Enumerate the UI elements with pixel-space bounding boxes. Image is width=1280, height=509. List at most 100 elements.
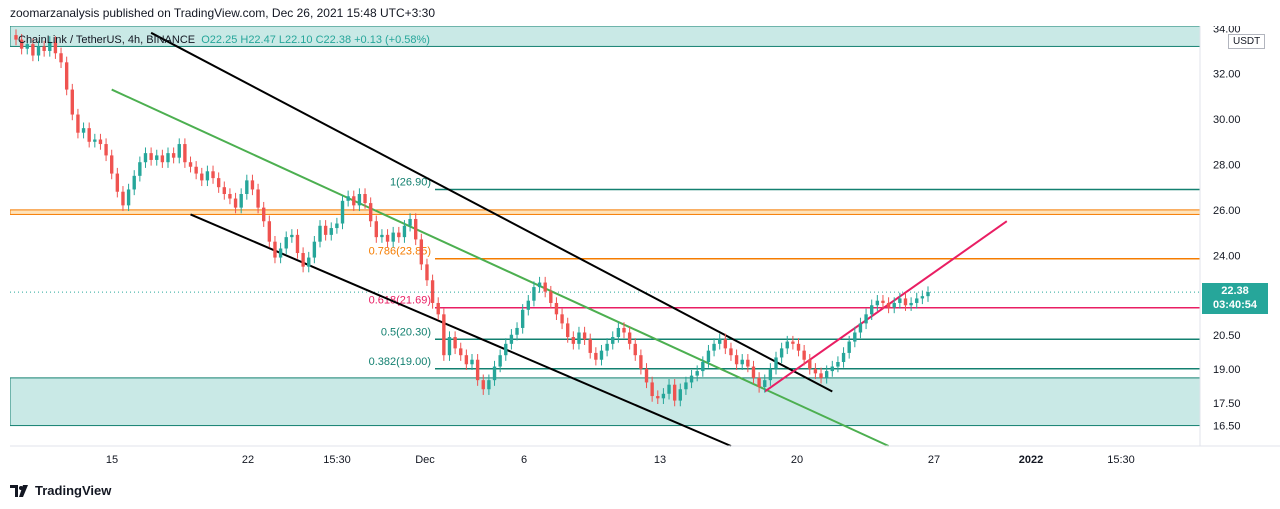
candle-body: [875, 300, 880, 306]
candle-body: [211, 171, 215, 179]
candle-body: [19, 39, 24, 49]
candle-body: [830, 366, 834, 372]
candle-body: [520, 309, 525, 328]
candle-body: [757, 377, 761, 387]
candle-body: [678, 389, 682, 401]
zone-support-zone: [10, 377, 1201, 427]
candle-body: [695, 371, 699, 376]
fib-level-label: 0.5(20.30): [381, 326, 431, 338]
symbol-name: ChainLink / TetherUS, 4h, BINANCE: [18, 34, 196, 46]
candle-body: [898, 298, 902, 303]
candle-body: [588, 339, 592, 353]
candle-body: [408, 218, 412, 226]
candle-body: [566, 323, 570, 338]
bar-countdown: 03:40:54: [1212, 299, 1258, 312]
candle-body: [712, 343, 716, 351]
candle-body: [661, 393, 666, 399]
candle-body: [267, 221, 272, 242]
candle-body: [554, 302, 559, 315]
last-price-tag: 22.38 03:40:54: [1202, 283, 1268, 315]
x-tick-label: 6: [521, 454, 527, 466]
candle-body: [537, 282, 542, 288]
candle-body: [110, 155, 114, 174]
tradingview-footer: TradingView: [10, 483, 111, 498]
candle-body: [143, 153, 148, 163]
x-tick-label: 15:30: [1107, 454, 1135, 466]
candle-body: [436, 302, 440, 315]
candle-body: [808, 359, 812, 369]
candle-body: [323, 225, 328, 235]
candle-body: [689, 375, 694, 383]
candle-body: [599, 350, 604, 360]
candle-body: [718, 339, 722, 344]
candle-body: [464, 355, 469, 365]
channel-upper-line: [150, 31, 833, 393]
candle-body: [571, 337, 576, 344]
candle-body: [115, 173, 120, 192]
candle-body: [59, 53, 63, 63]
candle-body: [920, 296, 925, 299]
price-chart[interactable]: 1(26.90) 0.786(23.85) 0.618(21.69) 0.5(20.3…: [10, 26, 1280, 473]
candle-body: [881, 300, 885, 303]
candle-body: [870, 305, 874, 315]
candle-body: [701, 362, 705, 372]
candle-body: [194, 166, 198, 174]
y-tick-label: 30.00: [1213, 114, 1241, 126]
candle-body: [886, 302, 891, 308]
candle-body: [892, 302, 896, 308]
candle-body: [549, 291, 553, 303]
candle-body: [233, 198, 238, 208]
y-tick-label: 17.50: [1213, 398, 1241, 410]
candle-body: [734, 355, 739, 365]
candle-body: [785, 341, 789, 349]
candle-body: [639, 355, 643, 369]
y-tick-label: 16.50: [1213, 421, 1241, 433]
candle-body: [25, 44, 29, 49]
candle-body: [380, 234, 384, 238]
candle-body: [475, 359, 480, 381]
candle-body: [53, 41, 58, 54]
candle-body: [295, 234, 300, 254]
x-tick-label: 15:30: [323, 454, 351, 466]
candle-body: [262, 207, 266, 222]
candle-body: [532, 287, 536, 301]
x-tick-label: 22: [242, 454, 254, 466]
candle-body: [611, 337, 615, 344]
candle-body: [656, 396, 660, 399]
zone-orange-zone: [10, 209, 1201, 215]
candle-body: [397, 232, 401, 238]
x-tick-label: 15: [106, 454, 118, 466]
candle-body: [605, 343, 609, 351]
candle-body: [650, 382, 654, 397]
currency-button[interactable]: USDT: [1228, 34, 1266, 49]
y-tick-label: 32.00: [1213, 69, 1241, 81]
candle-body: [104, 144, 108, 156]
candle-body: [312, 241, 317, 258]
candle-body: [160, 155, 165, 163]
fib-level-label: 0.382(19.00): [369, 356, 431, 368]
last-price-value: 22.38: [1221, 285, 1249, 298]
candle-body: [779, 348, 784, 358]
fib-level-label: 0.786(23.85): [369, 246, 431, 258]
candle-body: [284, 237, 288, 249]
symbol-legend: ChainLink / TetherUS, 4h, BINANCE O22.25…: [18, 34, 430, 46]
y-tick-label: 20.50: [1213, 330, 1241, 342]
candle-body: [357, 194, 362, 206]
tradingview-logo-icon: [10, 484, 30, 497]
candle-body: [582, 332, 587, 340]
candle-body: [509, 334, 514, 344]
candle-body: [81, 128, 86, 133]
candle-body: [76, 114, 80, 133]
publisher-caption: zoomarzanalysis published on TradingView…: [10, 6, 436, 20]
candle-body: [87, 128, 91, 142]
candle-body: [853, 332, 857, 342]
x-tick-label: 20: [791, 454, 803, 466]
candle-body: [684, 382, 688, 390]
candle-body: [171, 153, 176, 158]
ohlc-values: O22.25 H22.47 L22.10 C22.38 +0.13 (+0.58…: [201, 34, 430, 46]
candle-body: [340, 200, 345, 224]
x-tick-label: Dec: [415, 454, 435, 466]
candle-body: [858, 323, 863, 333]
candle-body: [273, 241, 277, 258]
chart-canvas[interactable]: 1(26.90)0.786(23.85)0.618(21.69)0.5(20.3…: [10, 26, 1280, 473]
